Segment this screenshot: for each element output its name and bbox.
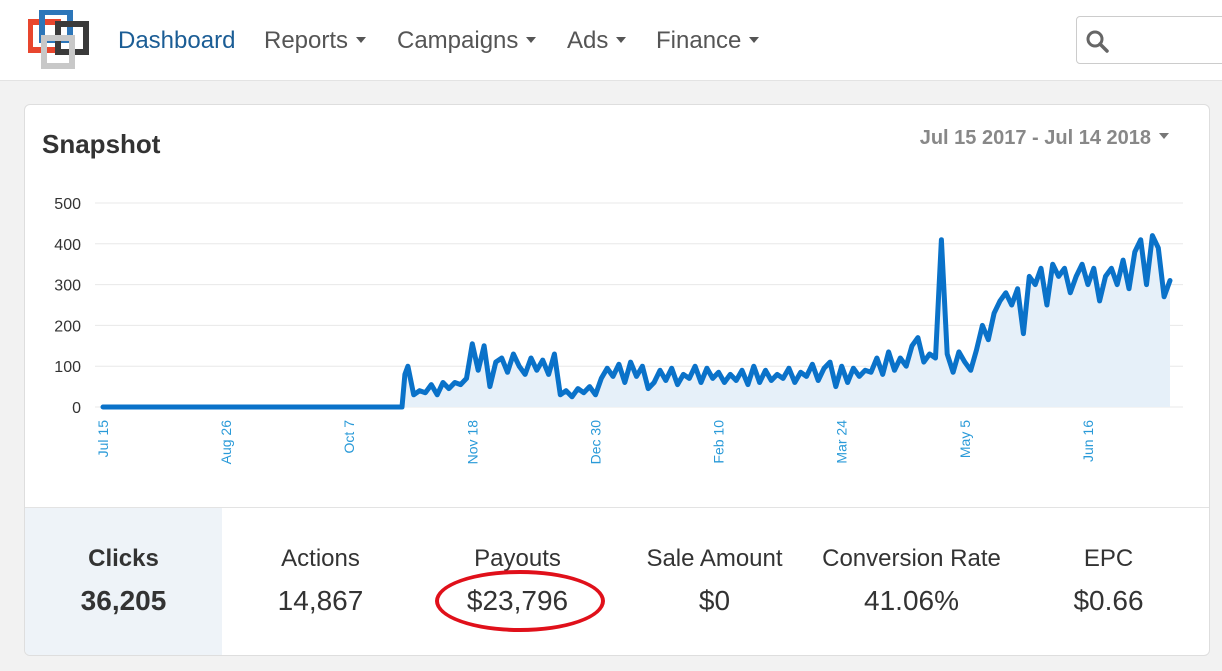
stat-label: Payouts (474, 545, 561, 572)
stat-conversion-rate[interactable]: Conversion Rate 41.06% (813, 508, 1010, 655)
stat-label: Sale Amount (646, 545, 783, 572)
brand-logo[interactable] (28, 10, 90, 70)
nav-dashboard-label: Dashboard (118, 27, 236, 54)
stat-clicks[interactable]: Clicks 36,205 (25, 508, 222, 655)
stat-value: $0 (698, 585, 731, 616)
chevron-down-icon (526, 37, 537, 43)
stat-value: $23,796 (466, 585, 569, 616)
nav-finance[interactable]: Finance (656, 27, 760, 55)
chevron-down-icon (616, 37, 627, 43)
y-tick-label: 400 (54, 237, 81, 254)
y-tick-label: 500 (54, 196, 81, 213)
nav-dashboard[interactable]: Dashboard (118, 27, 235, 55)
stat-value: 41.06% (864, 585, 959, 616)
nav-finance-label: Finance (656, 27, 742, 54)
stat-value: $0.66 (1073, 585, 1144, 616)
search-icon[interactable] (1085, 29, 1109, 53)
card-title: Snapshot (42, 129, 161, 159)
date-range-picker[interactable]: Jul 15 2017 - Jul 14 2018 (920, 127, 1169, 150)
stat-payouts[interactable]: Payouts $23,796 (419, 508, 616, 655)
y-tick-label: 0 (72, 400, 81, 417)
stat-label: Clicks (88, 545, 159, 572)
stat-value: 14,867 (277, 585, 364, 616)
x-tick-label: Nov 18 (464, 420, 480, 465)
stat-sale-amount[interactable]: Sale Amount $0 (616, 508, 813, 655)
x-tick-label: May 5 (957, 420, 973, 458)
chevron-down-icon (1159, 133, 1169, 139)
search-input[interactable] (1115, 25, 1219, 57)
y-tick-label: 200 (54, 318, 81, 335)
x-tick-label: Feb 10 (711, 420, 727, 464)
x-tick-label: Aug 26 (218, 420, 234, 465)
x-tick-label: Mar 24 (834, 420, 850, 464)
nav-reports-label: Reports (264, 27, 349, 54)
series-line (100, 233, 1173, 410)
date-range-label: Jul 15 2017 - Jul 14 2018 (919, 127, 1151, 149)
stat-value: 36,205 (80, 585, 167, 616)
stat-label: Actions (281, 545, 360, 572)
y-tick-label: 300 (54, 278, 81, 295)
nav-ads-label: Ads (567, 27, 609, 54)
x-tick-label: Dec 30 (587, 420, 603, 465)
stats-row: Clicks 36,205 Actions 14,867 Payouts $23… (25, 507, 1209, 655)
y-tick-label: 100 (54, 359, 81, 376)
snapshot-card: Snapshot Jul 15 2017 - Jul 14 2018 0 100 2… (24, 104, 1210, 656)
chevron-down-icon (749, 37, 760, 43)
nav-reports[interactable]: Reports (264, 27, 367, 55)
x-tick-label: Jul 15 (95, 420, 111, 458)
nav-campaigns[interactable]: Campaigns (397, 27, 537, 55)
stat-epc[interactable]: EPC $0.66 (1010, 508, 1207, 655)
x-tick-label: Oct 7 (341, 420, 357, 454)
stat-label: Conversion Rate (822, 545, 1001, 572)
search-box (1076, 16, 1222, 64)
stat-label: EPC (1083, 545, 1134, 572)
chevron-down-icon (356, 37, 367, 43)
snapshot-chart: 0 100 200 300 400 500 Jul 15 Aug 26 Oct 7 Nov 18 D… (54, 196, 1183, 465)
nav-campaigns-label: Campaigns (397, 27, 519, 54)
series-area (103, 235, 1170, 407)
x-tick-label: Jun 16 (1080, 420, 1096, 462)
top-nav: Dashboard Reports Campaigns Ads Finance (0, 0, 1222, 81)
stat-actions[interactable]: Actions 14,867 (222, 508, 419, 655)
nav-ads[interactable]: Ads (567, 27, 627, 55)
